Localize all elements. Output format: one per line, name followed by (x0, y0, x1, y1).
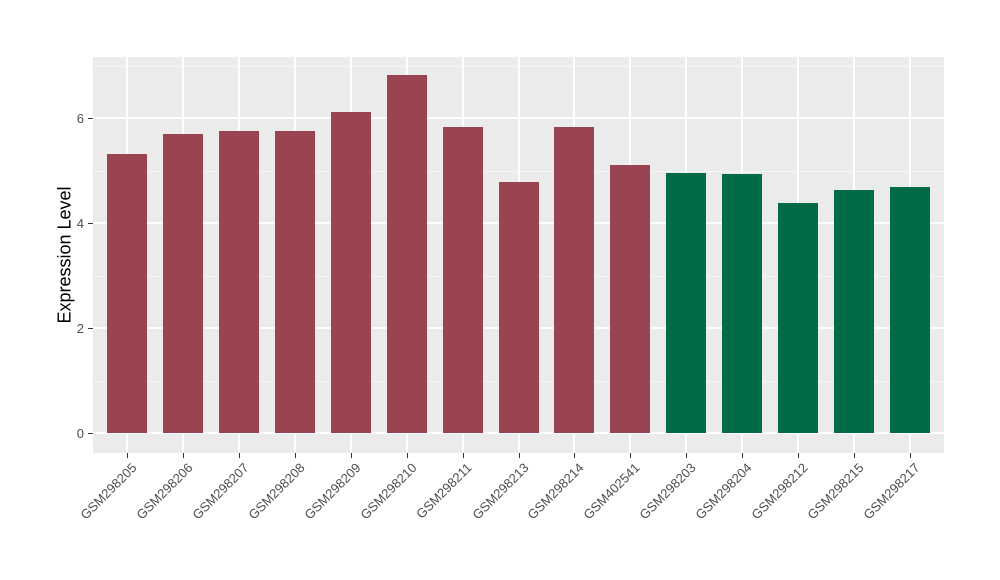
y-axis-title: Expression Level (54, 186, 75, 324)
x-tick-mark (742, 453, 744, 458)
x-tick-mark (798, 453, 800, 458)
bar-GSM298217 (890, 187, 931, 434)
x-tick-mark (854, 453, 856, 458)
bar-GSM298206 (162, 134, 203, 434)
plot-panel (93, 57, 944, 453)
x-tick-label-GSM298206: GSM298206 (132, 460, 196, 523)
x-tick-mark (294, 453, 296, 458)
x-tick-mark (630, 453, 632, 458)
x-tick-label-GSM298203: GSM298203 (636, 460, 700, 523)
x-tick-label-GSM298207: GSM298207 (188, 460, 252, 523)
bar-GSM298209 (330, 111, 371, 434)
y-tick-mark (88, 223, 93, 225)
y-tick-mark (88, 118, 93, 120)
y-tick-mark (88, 328, 93, 330)
x-tick-label-GSM298217: GSM298217 (860, 460, 924, 523)
x-tick-label-GSM298212: GSM298212 (748, 460, 812, 523)
bar-GSM298212 (778, 203, 819, 434)
x-tick-label-GSM298210: GSM298210 (356, 460, 420, 523)
x-tick-label-GSM298208: GSM298208 (244, 460, 308, 523)
x-tick-label-GSM402541: GSM402541 (580, 460, 644, 523)
x-tick-mark (182, 453, 184, 458)
x-tick-label-GSM298213: GSM298213 (468, 460, 532, 523)
bar-GSM298214 (554, 126, 595, 434)
bar-GSM298213 (498, 181, 539, 434)
x-tick-mark (518, 453, 520, 458)
bar-GSM298210 (386, 75, 427, 434)
bar-GSM298208 (274, 130, 315, 434)
y-tick-mark (88, 433, 93, 435)
bar-GSM298211 (442, 127, 483, 434)
x-tick-label-GSM298204: GSM298204 (692, 460, 756, 523)
x-tick-mark (350, 453, 352, 458)
bar-GSM402541 (610, 165, 651, 434)
x-tick-label-GSM298205: GSM298205 (76, 460, 140, 523)
bar-GSM298215 (834, 189, 875, 434)
x-tick-mark (574, 453, 576, 458)
x-tick-mark (238, 453, 240, 458)
x-tick-label-GSM298209: GSM298209 (300, 460, 364, 523)
bar-GSM298205 (106, 153, 147, 434)
y-tick-label: 0 (76, 426, 84, 442)
x-tick-label-GSM298215: GSM298215 (804, 460, 868, 523)
x-tick-mark (910, 453, 912, 458)
y-tick-label: 2 (76, 321, 84, 337)
x-tick-mark (126, 453, 128, 458)
y-tick-label: 4 (76, 216, 84, 232)
x-tick-label-GSM298214: GSM298214 (524, 460, 588, 523)
x-tick-mark (462, 453, 464, 458)
x-tick-mark (406, 453, 408, 458)
bar-GSM298207 (218, 130, 259, 434)
x-tick-mark (686, 453, 688, 458)
x-tick-label-GSM298211: GSM298211 (413, 460, 476, 522)
bar-GSM298204 (722, 174, 763, 434)
bar-GSM298203 (666, 173, 707, 434)
y-tick-label: 6 (76, 111, 84, 127)
